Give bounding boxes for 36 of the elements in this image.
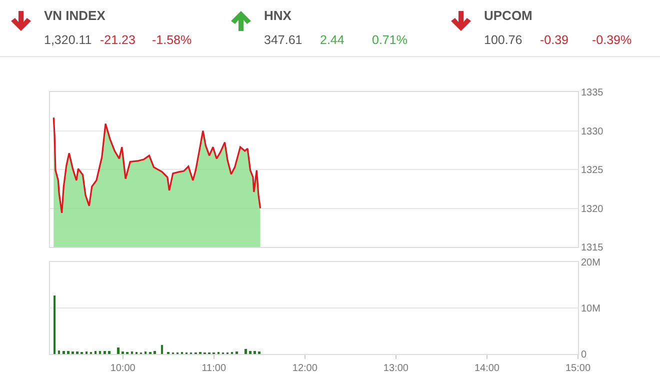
bar bbox=[244, 348, 247, 354]
y-tick-label: 20M bbox=[581, 258, 600, 268]
y-tick-label: 1330 bbox=[581, 126, 604, 138]
y-tick-label: 10M bbox=[581, 304, 600, 314]
bar bbox=[108, 351, 110, 354]
category-label: UPCOM bbox=[484, 8, 532, 23]
bar bbox=[67, 351, 70, 354]
bar bbox=[94, 351, 97, 354]
data-label: -0.39% bbox=[592, 33, 632, 47]
y-tick-label: 1320 bbox=[581, 204, 604, 215]
data-label: -0.39 bbox=[540, 33, 570, 47]
x-tick-label: 15:00 bbox=[565, 363, 591, 374]
y-tick-label: 0 bbox=[581, 350, 587, 360]
y-tick-label: 1335 bbox=[581, 88, 604, 98]
data-label: 0.71% bbox=[372, 33, 408, 47]
data-label: 2.44 bbox=[320, 33, 346, 47]
data-label: -1.58% bbox=[152, 33, 192, 47]
bar bbox=[117, 348, 120, 354]
category-label: HNX bbox=[264, 8, 292, 23]
x-tick-label: 14:00 bbox=[474, 363, 500, 374]
data-label: 100.76 bbox=[484, 33, 524, 47]
bar bbox=[154, 351, 156, 354]
y-tick-label: 1315 bbox=[581, 242, 604, 254]
bar bbox=[103, 350, 106, 354]
bar bbox=[249, 351, 252, 354]
x-tick-label: 13:00 bbox=[383, 363, 409, 374]
x-tick-label: 12:00 bbox=[292, 363, 318, 374]
data-label: 1,320.11 bbox=[44, 33, 93, 47]
data-label: -21.23 bbox=[100, 33, 136, 47]
x-tick-label: 11:00 bbox=[202, 363, 226, 374]
category-label: VN INDEX bbox=[44, 8, 106, 23]
x-tick-label: 10:00 bbox=[110, 363, 136, 374]
y-tick-label: 1325 bbox=[581, 165, 604, 176]
bar bbox=[62, 350, 65, 354]
data-label: 347.61 bbox=[264, 33, 304, 47]
bar bbox=[254, 350, 256, 354]
